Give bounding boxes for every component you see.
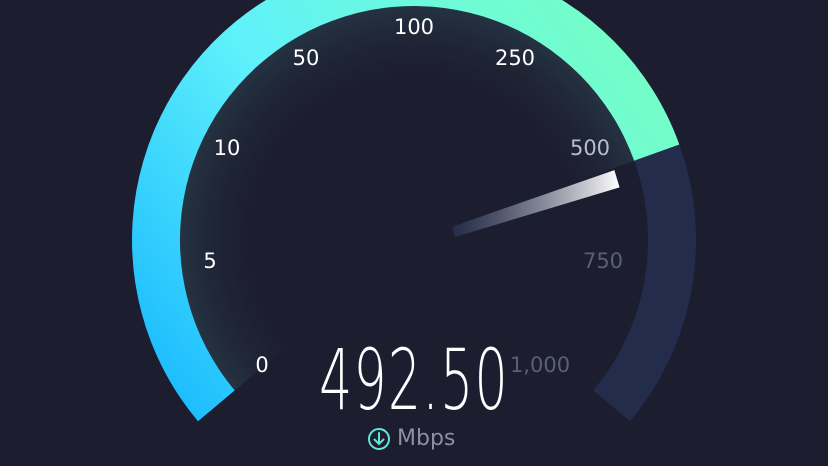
gauge-needle [451,170,620,238]
download-arrow-circle-icon [368,427,390,450]
tick-label: 10 [213,136,241,160]
unit-label-group: Mbps [367,426,455,451]
tick-label: 0 [255,353,269,377]
progress-glow [180,6,635,391]
unit-label: Mbps [397,426,456,451]
speed-value: 492.50 [319,331,509,429]
tick-label: 100 [393,15,435,39]
tick-label: 750 [582,249,624,273]
tick-label: 5 [203,249,217,273]
gauge-track [593,144,696,422]
gauge-progress-fill [132,0,680,422]
tick-label: 500 [569,136,611,160]
tick-label: 250 [494,46,536,70]
tick-label: 50 [292,46,320,70]
tick-label: 1,000 [509,353,571,377]
